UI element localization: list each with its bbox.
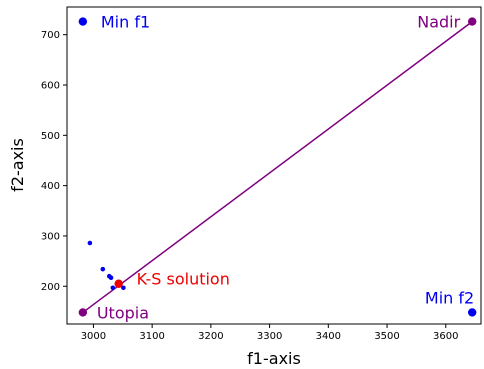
x-tick-label: 3400 [316, 331, 341, 342]
utopia-marker [78, 308, 88, 317]
scatter-point [121, 285, 126, 291]
nadir-label: Nadir [417, 13, 460, 32]
y-axis-title: f2-axis [8, 138, 27, 192]
tick-layer: 3000 3100 3200 3300 3400 3500 3600 200 300 400 500… [41, 30, 459, 342]
y-tick-label: 400 [41, 181, 60, 192]
y-tick-label: 600 [41, 80, 60, 91]
x-axis-title: f1-axis [247, 349, 301, 368]
scatter-point [87, 240, 93, 246]
x-tick-label: 3200 [198, 331, 223, 342]
min-f1-marker [78, 17, 88, 26]
x-tick-label: 3600 [433, 331, 458, 342]
x-tick-label: 3100 [139, 331, 164, 342]
x-tick-label: 3500 [374, 331, 399, 342]
utopia-label: Utopia [97, 303, 149, 322]
min-f2-marker [467, 308, 477, 317]
min-f2-label: Min f2 [425, 288, 474, 307]
x-tick-label: 3000 [81, 331, 106, 342]
scatter-point [106, 273, 112, 279]
y-tick-label: 500 [41, 131, 60, 142]
y-tick-label: 200 [41, 282, 60, 293]
nadir-marker [467, 17, 477, 26]
min-f1-label: Min f1 [101, 13, 150, 32]
x-tick-label: 3300 [257, 331, 282, 342]
utopia-nadir-line [82, 20, 473, 314]
k-s-solution-label: K-S solution [137, 270, 230, 289]
plot-frame [66, 6, 482, 325]
data-layer: Min f1 Min f2 Nadir Utopia K-S solution [78, 13, 477, 322]
k-s-solution-marker [114, 279, 123, 288]
y-tick-label: 300 [41, 231, 60, 242]
y-tick-label: 700 [41, 30, 60, 41]
scatter-point [100, 266, 106, 272]
scatter-point [110, 285, 116, 291]
